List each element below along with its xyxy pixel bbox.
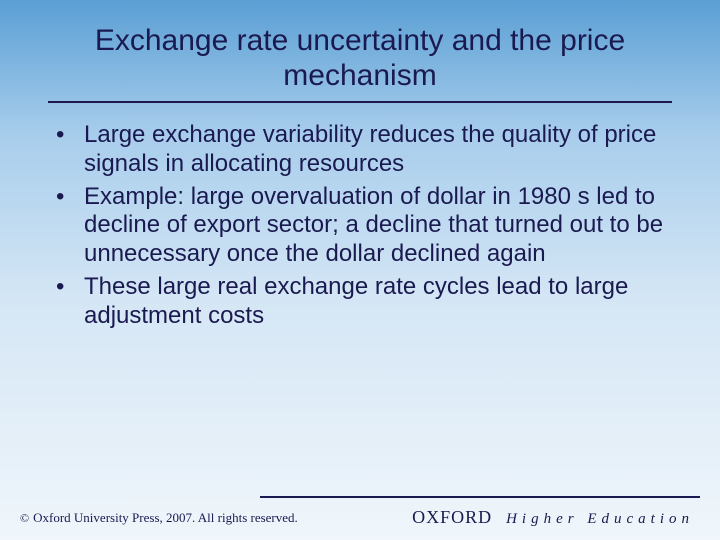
copyright-symbol: ©: [20, 511, 29, 526]
copyright: © Oxford University Press, 2007. All rig…: [20, 510, 298, 526]
list-item: These large real exchange rate cycles le…: [56, 273, 684, 331]
bullet-list: Large exchange variability reduces the q…: [36, 121, 684, 331]
copyright-text: Oxford University Press, 2007. All right…: [33, 510, 298, 526]
slide: Exchange rate uncertainty and the price …: [0, 0, 720, 540]
footer-divider: [260, 496, 700, 498]
title-divider: [48, 101, 672, 103]
slide-footer: © Oxford University Press, 2007. All rig…: [0, 490, 720, 540]
brand-oxford: OXFORD: [412, 507, 492, 528]
list-item: Example: large overvaluation of dollar i…: [56, 183, 684, 269]
brand: OXFORD Higher Education: [412, 507, 694, 528]
list-item: Large exchange variability reduces the q…: [56, 121, 684, 179]
brand-higher-education: Higher Education: [506, 511, 694, 528]
slide-title: Exchange rate uncertainty and the price …: [80, 24, 640, 93]
